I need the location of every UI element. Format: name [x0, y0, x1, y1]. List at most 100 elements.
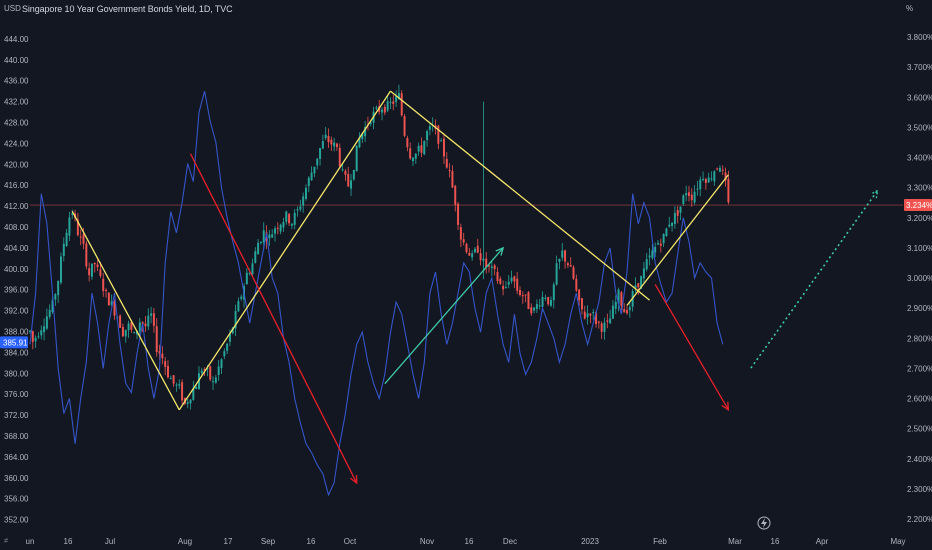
candle-body	[609, 318, 612, 324]
candle-body	[164, 361, 167, 367]
candle-body	[316, 158, 319, 166]
left-tick-label: 364.00	[4, 453, 29, 462]
candle-body	[279, 224, 282, 232]
candle-body	[299, 206, 302, 210]
right-tick-label: 3.100%	[907, 244, 932, 253]
candle-body	[59, 256, 62, 283]
left-tick-label: 376.00	[4, 390, 29, 399]
candle-body	[445, 158, 448, 168]
candle-body	[105, 290, 108, 292]
candle-body	[231, 327, 234, 334]
right-tick-label: 2.900%	[907, 304, 932, 313]
scale-toggle-icon[interactable]: ≠	[4, 536, 9, 545]
candle-body	[555, 263, 558, 285]
left-tick-label: 392.00	[4, 307, 29, 316]
candle-body	[423, 140, 426, 155]
candle-body	[341, 169, 344, 171]
right-tick-label: 3.700%	[907, 63, 932, 72]
candle-body	[282, 221, 285, 228]
lightning-icon[interactable]	[757, 516, 771, 530]
right-tick-label: 3.600%	[907, 93, 932, 102]
x-tick-label: May	[890, 537, 905, 546]
candle-body	[71, 213, 74, 215]
x-tick-label: 17	[224, 537, 233, 546]
left-tick-label: 380.00	[4, 369, 29, 378]
candle-body	[321, 141, 324, 149]
candle-body	[606, 320, 609, 322]
chart-title: Singapore 10 Year Government Bonds Yield…	[22, 4, 233, 14]
candle-body	[589, 313, 592, 316]
left-tick-label: 436.00	[4, 77, 29, 86]
x-tick-label: Aug	[178, 537, 192, 546]
left-price-axis[interactable]: 444.00 440.00 436.00 432.00 428.00 424.00 420.…	[4, 35, 29, 525]
candle-body	[31, 331, 34, 342]
candle-body	[417, 146, 420, 152]
left-tick-label: 400.00	[4, 265, 29, 274]
candle-body	[288, 214, 291, 224]
candle-body	[240, 296, 243, 299]
candle-body	[499, 278, 502, 284]
candle-body	[375, 107, 378, 109]
candle-body	[620, 292, 623, 306]
candle-body	[716, 168, 719, 170]
candle-body	[468, 252, 471, 256]
candle-body	[189, 399, 192, 404]
right-tick-label: 2.200%	[907, 515, 932, 524]
teal-arrow	[384, 247, 504, 385]
candle-body	[519, 290, 521, 296]
candle-body	[516, 278, 519, 291]
candle-body	[451, 170, 454, 188]
candle-body	[304, 187, 307, 199]
candle-body	[102, 278, 105, 292]
candle-body	[234, 310, 237, 329]
candle-body	[355, 145, 358, 172]
x-tick-label: 16	[771, 537, 780, 546]
candle-body	[547, 297, 550, 305]
candle-body	[254, 251, 257, 263]
candle-body	[203, 369, 206, 371]
candle-body	[274, 228, 276, 234]
left-tick-label: 368.00	[4, 432, 29, 441]
left-axis-unit: USD	[4, 4, 21, 13]
candle-body	[634, 285, 637, 288]
candle-body	[575, 278, 578, 291]
candle-body	[133, 332, 136, 334]
x-tick-label: Feb	[653, 537, 667, 546]
right-tick-label: 2.500%	[907, 425, 932, 434]
candle-body	[549, 300, 552, 306]
right-axis-unit: %	[906, 4, 914, 13]
candle-body	[127, 323, 130, 331]
candle-body	[107, 292, 110, 306]
candle-body	[237, 301, 240, 312]
candle-body	[330, 139, 333, 145]
candle-body	[395, 96, 398, 102]
candle-body	[214, 377, 217, 383]
candle-body	[710, 178, 713, 180]
candle-body	[169, 378, 172, 380]
candle-body	[276, 227, 279, 229]
candle-body	[665, 228, 668, 237]
candle-body	[113, 301, 116, 316]
candle-body	[440, 140, 443, 142]
candle-body	[228, 333, 231, 342]
candle-body	[541, 297, 544, 307]
candle-body	[130, 322, 133, 330]
candle-body	[268, 234, 271, 239]
x-tick-label: Apr	[816, 537, 829, 546]
candle-body	[181, 382, 184, 401]
candle-body	[220, 359, 223, 369]
candle-body	[29, 330, 31, 332]
candle-body	[37, 336, 40, 338]
candle-body	[485, 258, 488, 268]
candle-body	[552, 284, 555, 301]
right-yield-axis[interactable]: 3.800% 3.700% 3.600% 3.500% 3.400% 3.300% 3.20…	[907, 33, 932, 524]
candle-body	[645, 259, 648, 270]
time-axis[interactable]: un 16 Jul Aug 17 Sep 16 Oct Nov 16 Dec 2023 Feb Mar 16…	[26, 537, 906, 546]
candle-body	[580, 298, 583, 310]
candle-body	[307, 177, 310, 187]
candle-body	[262, 230, 265, 243]
right-tick-label: 2.400%	[907, 455, 932, 464]
candle-body	[727, 178, 730, 203]
candle-body	[578, 289, 581, 301]
